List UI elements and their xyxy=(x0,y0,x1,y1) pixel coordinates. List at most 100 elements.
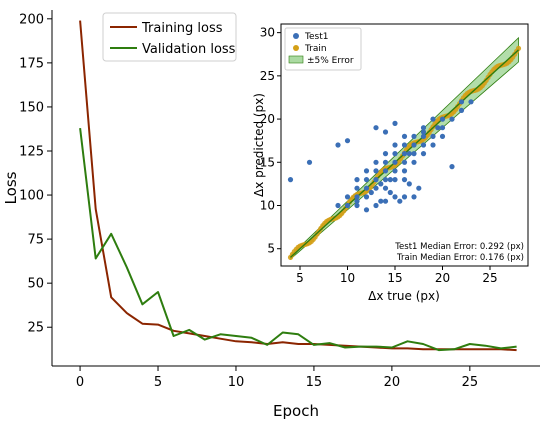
test-point xyxy=(401,142,408,148)
inset-x-tick-label: 25 xyxy=(482,271,497,285)
inset-y-ticks: 5 10 15 20 25 30 xyxy=(260,26,281,256)
x-tick-label: 15 xyxy=(306,375,323,390)
inset-legend-label-test: Test1 xyxy=(304,32,328,42)
test-point xyxy=(406,151,412,157)
test-point xyxy=(373,125,379,131)
test-point xyxy=(306,159,313,165)
test-point xyxy=(382,198,389,204)
x-tick-label: 20 xyxy=(384,375,401,390)
inset-y-tick-label: 30 xyxy=(260,26,275,40)
test-point xyxy=(354,194,360,200)
test-point xyxy=(439,116,446,122)
x-tick-label: 5 xyxy=(154,375,162,390)
y-tick-label: 100 xyxy=(19,189,44,204)
test-point xyxy=(392,159,398,165)
x-tick-label: 10 xyxy=(228,375,245,390)
test-point xyxy=(458,107,465,113)
test-point xyxy=(449,116,455,122)
test-point xyxy=(373,168,379,174)
validation-loss-line xyxy=(79,127,517,352)
test-point xyxy=(354,198,360,204)
test-point xyxy=(344,194,351,200)
inset-y-axis-title: Δx predicted (px) xyxy=(252,93,266,197)
test-point xyxy=(430,142,436,148)
test-point xyxy=(382,185,389,191)
test-point xyxy=(363,177,370,183)
test-point xyxy=(420,151,427,157)
inset-legend-label-band: ±5% Error xyxy=(307,56,354,66)
y-tick-label: 125 xyxy=(19,144,44,159)
test-point xyxy=(420,133,427,139)
inset-chart: 5 10 15 20 25 5 10 15 20 25 30 Δx true (px) Δx pr… xyxy=(251,12,544,312)
test-point xyxy=(411,159,417,165)
test-point xyxy=(411,151,417,157)
test-point xyxy=(368,189,374,196)
inset-y-tick-label: 15 xyxy=(260,155,275,169)
inset-x-axis-title: Δx true (px) xyxy=(368,289,440,303)
inset-x-tick-label: 5 xyxy=(296,271,304,285)
test-point xyxy=(392,194,398,200)
inset-y-tick-label: 5 xyxy=(267,242,275,256)
test-point xyxy=(392,177,398,183)
test-point xyxy=(363,194,370,200)
main-series-layer xyxy=(79,20,517,352)
test-point xyxy=(430,133,436,139)
test-point xyxy=(401,151,408,157)
inset-legend-marker-test xyxy=(293,33,299,39)
test-point xyxy=(382,151,389,157)
inset-legend-marker-train xyxy=(293,45,299,51)
y-ticks: 25 50 75 100 125 150 175 200 xyxy=(19,12,52,336)
inset-x-tick-label: 15 xyxy=(387,271,402,285)
inset-legend-swatch-band xyxy=(288,55,304,64)
y-tick-label: 50 xyxy=(27,277,44,292)
test-point xyxy=(416,185,422,191)
x-tick-label: 25 xyxy=(462,375,479,390)
test-point xyxy=(397,198,403,204)
test-point xyxy=(420,142,427,148)
test-point xyxy=(382,177,389,183)
test-point xyxy=(354,177,360,183)
test-point xyxy=(354,202,360,209)
test-point xyxy=(439,125,446,131)
test-point xyxy=(392,168,398,174)
main-legend: Training loss Validation loss xyxy=(102,12,237,62)
test-point xyxy=(411,133,417,139)
inset-y-tick-label: 20 xyxy=(260,112,275,126)
inset-test-layer xyxy=(287,99,474,213)
x-axis-title: Epoch xyxy=(273,402,319,420)
y-tick-label: 150 xyxy=(19,100,44,115)
test-point xyxy=(382,129,389,135)
test-point xyxy=(382,168,389,174)
test-point xyxy=(449,164,455,170)
train-point xyxy=(515,45,522,52)
test-point xyxy=(344,138,351,144)
test-point xyxy=(373,185,379,191)
main-axes: 0 5 10 15 20 25 25 50 75 100 125 150 175 200 Epoch L… xyxy=(2,10,540,420)
y-tick-label: 75 xyxy=(27,233,44,248)
test-point xyxy=(354,185,360,191)
inset-annotation-train-error: Train Median Error: 0.176 (px) xyxy=(396,253,524,263)
test-point xyxy=(406,181,412,187)
inset-x-ticks: 5 10 15 20 25 xyxy=(296,266,498,285)
inset-y-tick-label: 10 xyxy=(260,199,275,213)
test-point xyxy=(373,202,379,209)
test-point xyxy=(401,168,408,174)
test-point xyxy=(468,99,474,105)
test-point xyxy=(373,159,379,165)
test-point xyxy=(344,202,351,209)
test-point xyxy=(411,194,417,200)
y-tick-label: 175 xyxy=(19,56,44,71)
test-point xyxy=(401,133,408,139)
test-point xyxy=(392,151,398,157)
test-point xyxy=(401,159,408,165)
test-point xyxy=(378,181,384,187)
legend-label-validation: Validation loss xyxy=(142,42,236,57)
inset-frame xyxy=(280,23,529,267)
y-axis-title: Loss xyxy=(2,171,20,204)
inset-x-tick-label: 20 xyxy=(435,271,450,285)
test-point xyxy=(458,99,465,105)
test-point xyxy=(392,120,398,126)
test-point xyxy=(411,142,417,148)
